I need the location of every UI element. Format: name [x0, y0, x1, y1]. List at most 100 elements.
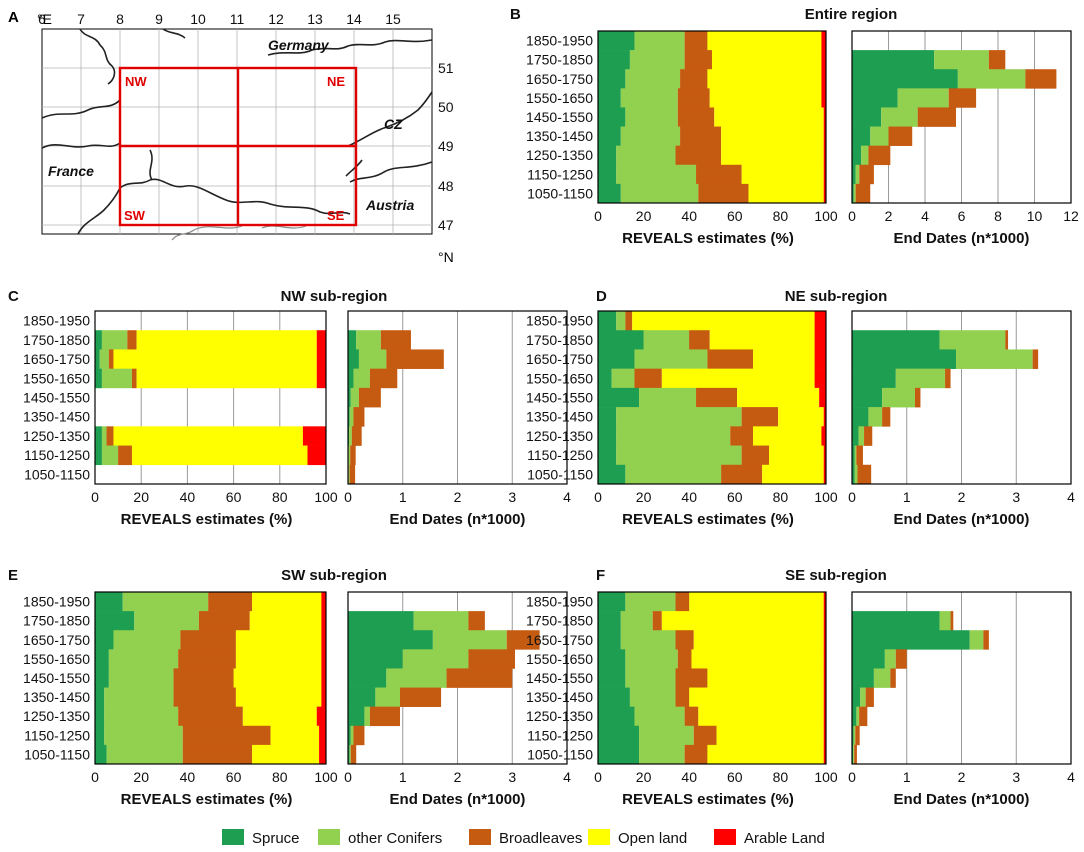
bar-segment: [639, 725, 694, 746]
bar-segment: [358, 349, 387, 369]
bar-segment: [446, 668, 513, 688]
bar-segment: [707, 744, 824, 765]
bar-segment: [632, 311, 815, 331]
category-label: 1550-1650: [23, 370, 90, 386]
bar-segment: [895, 368, 946, 389]
bar-segment: [598, 611, 621, 631]
panel-label: F: [596, 567, 605, 584]
category-label: 1350-1450: [23, 689, 90, 705]
bar-segment: [108, 649, 179, 669]
bar-segment: [616, 445, 742, 466]
x-tick-label: 12: [1063, 208, 1079, 224]
x-tick-label: 20: [133, 489, 149, 505]
bar-segment: [598, 349, 635, 369]
latitude-unit: °N: [438, 249, 454, 265]
bar-segment: [762, 464, 824, 485]
bar-segment: [348, 368, 354, 389]
bar-segment: [691, 649, 824, 669]
bar-segment: [939, 330, 1006, 350]
bar-segment: [350, 387, 359, 408]
bar-segment: [349, 744, 351, 765]
bar-segment: [853, 725, 856, 746]
bar-segment: [108, 349, 114, 369]
bar-segment: [134, 611, 199, 631]
legend-label: Open land: [618, 830, 687, 847]
bar-segment: [741, 407, 779, 427]
bar-segment: [823, 630, 826, 650]
category-label: 1850-1950: [526, 33, 593, 49]
x-tick-label: 100: [814, 769, 838, 785]
x-tick-label: 40: [681, 769, 697, 785]
border-line: [41, 99, 121, 119]
bar-segment: [957, 69, 1026, 89]
x-tick-label: 8: [994, 208, 1002, 224]
category-label: 1750-1850: [526, 332, 593, 348]
x-tick-label: 40: [180, 769, 196, 785]
bar-segment: [598, 464, 626, 485]
bar-segment: [709, 88, 822, 108]
bar-segment: [95, 592, 123, 612]
chart-panel-8: 0 1 2 3 4 End Dates (n*1000): [344, 591, 571, 808]
x-tick-label: 0: [91, 769, 99, 785]
bar-segment: [316, 706, 326, 727]
category-label: 1350-1450: [526, 128, 593, 144]
category-label: 1550-1650: [526, 370, 593, 386]
category-label: 1450-1550: [23, 390, 90, 406]
bar-segment: [778, 407, 824, 427]
bar-segment: [616, 164, 697, 185]
bar-segment: [321, 592, 326, 612]
x-tick-label: 40: [681, 489, 697, 505]
bar-segment: [852, 387, 883, 408]
chart-title: SE sub-region: [785, 567, 887, 584]
map-x-tick-label: 12: [268, 11, 284, 27]
x-tick-label: 0: [848, 769, 856, 785]
bar-segment: [95, 687, 105, 707]
bar-segment: [870, 126, 889, 146]
bar-segment: [852, 50, 935, 70]
bar-segment: [730, 426, 754, 446]
bar-segment: [823, 445, 826, 466]
bar-segment: [468, 649, 515, 669]
bar-segment: [380, 330, 411, 350]
category-label: 1450-1550: [23, 670, 90, 686]
bar-segment: [349, 426, 352, 446]
bar-segment: [348, 649, 403, 669]
bar-segment: [823, 183, 826, 204]
panel-label: D: [596, 288, 607, 305]
bar-segment: [625, 649, 678, 669]
map-y-tick-label: 49: [438, 138, 454, 154]
x-tick-label: 60: [727, 208, 743, 224]
bar-segment: [348, 706, 365, 727]
x-tick-label: 40: [180, 489, 196, 505]
bar-segment: [856, 445, 863, 466]
category-label: 1450-1550: [526, 109, 593, 125]
x-tick-label: 2: [958, 769, 966, 785]
x-axis-label: End Dates (n*1000): [390, 791, 526, 808]
quadrant-label-ne: NE: [327, 74, 345, 89]
longitude-unit: °E: [37, 11, 52, 27]
bar-segment: [113, 426, 303, 446]
bar-segment: [693, 630, 824, 650]
bar-segment: [689, 592, 824, 612]
bar-segment: [598, 145, 617, 166]
bar-segment: [814, 349, 826, 369]
bar-segment: [737, 387, 820, 408]
bar-segment: [950, 611, 954, 631]
border-line: [162, 28, 186, 39]
bar-segment: [131, 368, 137, 389]
bar-segment: [852, 426, 859, 446]
bar-segment: [819, 387, 826, 408]
bar-segment: [852, 164, 856, 185]
bar-segment: [616, 145, 676, 166]
bar-segment: [353, 407, 365, 427]
x-tick-label: 0: [91, 489, 99, 505]
bar-segment: [319, 744, 326, 765]
legend-swatch: [588, 829, 610, 845]
chart-panel-7: 1850-1950 1750-1850 1650-1750 1550-1650 1450…: [8, 567, 387, 808]
country-label-austria: Austria: [365, 197, 414, 213]
bar-segment: [934, 50, 989, 70]
bar-segment: [104, 687, 174, 707]
bar-segment: [895, 649, 907, 669]
x-tick-label: 60: [226, 769, 242, 785]
bar-segment: [348, 668, 387, 688]
